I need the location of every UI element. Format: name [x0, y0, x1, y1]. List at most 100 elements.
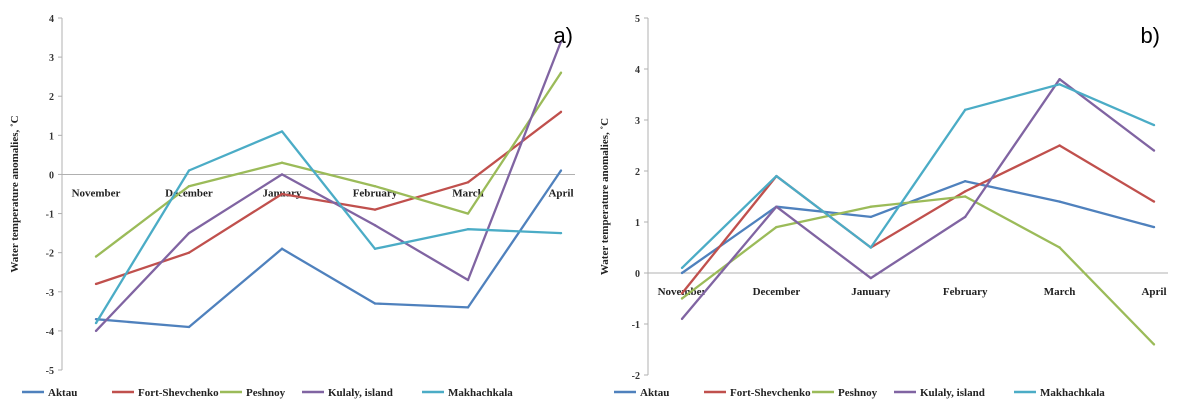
data-point [559, 110, 563, 114]
legend-item: Aktau [614, 387, 669, 399]
y-tick-label: 1 [49, 131, 54, 142]
y-axis-label: Water temperature anomalies, ˚C [9, 115, 21, 272]
data-point [775, 205, 778, 208]
legend-label: Fort-Shevchenko [730, 387, 811, 399]
legend-item: Fort-Shevchenko [704, 387, 811, 399]
y-tick-label: 4 [49, 14, 54, 25]
legend-label: Makhachkala [448, 387, 513, 399]
legend-item: Peshnoy [220, 387, 286, 399]
legend-label: Aktau [640, 387, 669, 399]
data-point [280, 247, 284, 250]
data-point [559, 71, 563, 74]
data-point [680, 317, 684, 321]
data-point [1152, 343, 1156, 346]
data-point [373, 247, 377, 250]
x-category-label: March [452, 187, 484, 199]
y-tick-label: 0 [635, 269, 640, 280]
y-tick-label: -4 [46, 327, 54, 338]
series-line-fort-shevchenko [95, 110, 562, 286]
series-line-makhachkala [681, 83, 1155, 269]
x-category-label: February [353, 187, 398, 199]
y-tick-label: 0 [49, 170, 54, 181]
y-tick-label: -5 [46, 366, 54, 377]
data-point [1058, 83, 1061, 86]
legend-item: Aktau [22, 387, 77, 399]
x-category-label: March [1044, 286, 1076, 298]
series-line-peshnoy [681, 195, 1155, 346]
data-point [466, 212, 470, 215]
y-tick-label: 4 [635, 65, 640, 76]
data-point [869, 276, 872, 280]
y-tick-label: 2 [635, 167, 640, 178]
y-tick-label: -3 [46, 288, 54, 299]
data-point [373, 184, 377, 188]
data-point [187, 231, 191, 235]
chart-panel-a: 43210-1-2-3-4-5NovemberDecemberJanuaryFe… [9, 14, 575, 399]
data-point [1058, 144, 1061, 147]
data-point [1152, 200, 1156, 203]
data-point [964, 108, 967, 112]
data-point [373, 208, 377, 211]
series-line-aktau [95, 169, 562, 329]
legend-label: Aktau [48, 387, 77, 399]
data-point [680, 297, 684, 300]
series-line-aktau [681, 180, 1155, 274]
y-tick-label: 1 [635, 218, 640, 229]
data-point [964, 180, 967, 183]
legend-label: Peshnoy [246, 387, 286, 399]
legend-label: Kulaly, island [920, 387, 985, 399]
data-point [869, 205, 872, 208]
data-point [964, 190, 967, 193]
data-point [869, 215, 872, 219]
legend-item: Peshnoy [812, 387, 878, 399]
data-point [964, 215, 967, 219]
data-point [559, 169, 563, 172]
x-category-label: April [548, 187, 573, 199]
legend-label: Fort-Shevchenko [138, 387, 219, 399]
y-axis-label: Water temperature anomalies, ˚C [599, 118, 611, 275]
data-point [280, 192, 284, 196]
data-point [1058, 200, 1061, 203]
data-point [466, 278, 470, 282]
data-point [775, 174, 778, 178]
data-point [1152, 123, 1156, 127]
y-tick-label: -1 [632, 320, 640, 331]
data-point [559, 231, 563, 235]
data-point [1152, 225, 1156, 229]
data-point [1058, 78, 1061, 81]
y-tick-label: 5 [635, 14, 640, 25]
y-tick-label: -1 [46, 210, 54, 221]
panel-label: a) [553, 23, 573, 48]
legend-item: Kulaly, island [302, 387, 393, 399]
y-tick-label: 3 [635, 116, 640, 127]
data-point [680, 266, 684, 270]
legend-item: Fort-Shevchenko [112, 387, 219, 399]
data-point [187, 184, 191, 188]
series-line-kulaly-island [95, 41, 563, 332]
data-point [466, 181, 470, 184]
data-point [680, 292, 684, 295]
legend-label: Kulaly, island [328, 387, 393, 399]
y-tick-label: 3 [49, 53, 54, 64]
legend-item: Makhachkala [422, 387, 513, 399]
data-point [373, 224, 377, 227]
y-tick-label: -2 [46, 249, 54, 260]
series-line-fort-shevchenko [681, 144, 1155, 295]
data-point [94, 282, 98, 286]
panel-label: b) [1140, 23, 1160, 48]
data-point [869, 246, 872, 249]
x-category-label: April [1141, 286, 1166, 298]
data-point [280, 161, 284, 164]
data-point [775, 225, 778, 229]
data-point [187, 251, 191, 254]
x-category-label: February [943, 286, 988, 298]
data-point [1152, 149, 1156, 152]
legend-item: Kulaly, island [894, 387, 985, 399]
data-point [466, 228, 470, 231]
series-line-makhachkala [95, 130, 562, 324]
data-point [94, 317, 98, 321]
x-category-label: December [753, 286, 801, 298]
data-point [94, 329, 98, 333]
data-point [280, 173, 284, 176]
